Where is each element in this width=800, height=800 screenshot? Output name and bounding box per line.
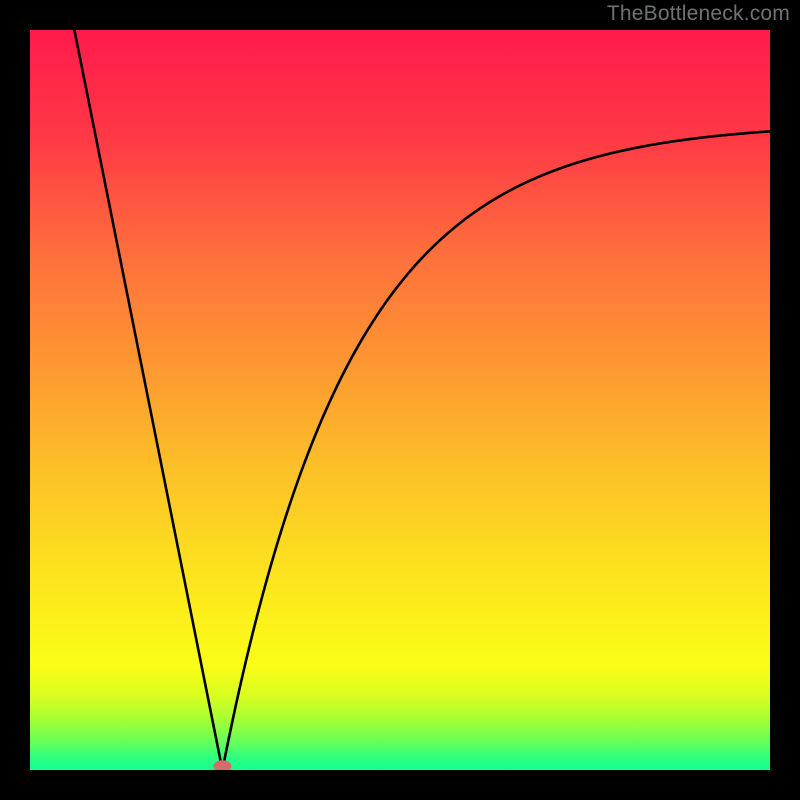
vertex-marker [213,760,231,770]
plot-area [30,30,770,770]
curve-path [74,30,770,770]
watermark-text: TheBottleneck.com [607,2,790,26]
bottleneck-curve [30,30,770,770]
chart-frame: TheBottleneck.com [0,0,800,800]
